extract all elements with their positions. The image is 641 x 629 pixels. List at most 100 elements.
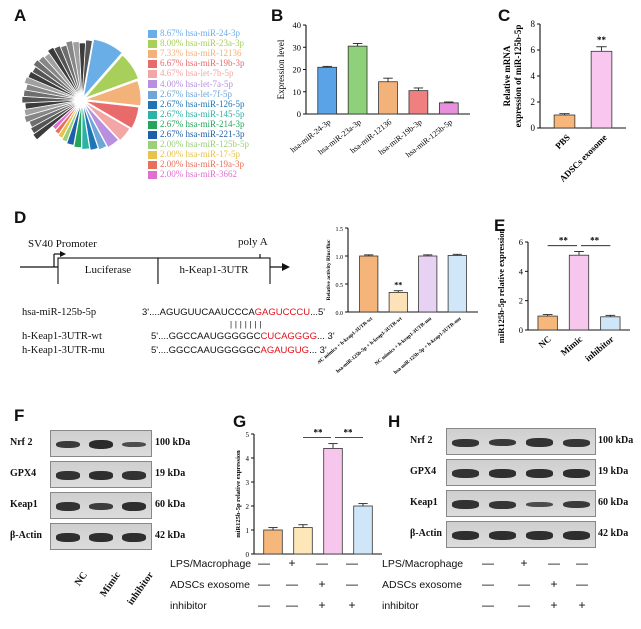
blot-band (563, 469, 590, 478)
legend-swatch (148, 100, 157, 109)
legend-label: 2.67% hsa-miR-214-3p (160, 118, 245, 129)
legend-swatch (148, 110, 157, 119)
condition-symbol: — (482, 577, 494, 591)
blot-lane-label: Mimic (98, 570, 124, 600)
pie-chart (21, 38, 142, 151)
blot-band (89, 471, 113, 480)
legend-swatch (148, 120, 157, 129)
bar (347, 45, 368, 115)
bar (323, 447, 343, 555)
blot-size-label: 100 kDa (598, 434, 634, 446)
condition-label: ADSCs exosome (382, 579, 462, 591)
panel-label-b: B (271, 6, 284, 25)
blot-protein-label: β-Actin (410, 527, 442, 539)
legend-label: 2.67% hsa-let-7f-5p (160, 88, 232, 99)
y-tick-label: 2 (519, 296, 523, 306)
pie-slice (85, 80, 142, 106)
legend-item: 4.67% hsa-let-7b-5p (148, 68, 233, 78)
pie-slice-other (65, 40, 82, 99)
pie-slice-other (32, 100, 81, 141)
blot-band (489, 469, 516, 478)
pie-slice (66, 103, 82, 146)
blot-band (122, 502, 147, 511)
blot-band (122, 441, 147, 448)
pie-slice (83, 103, 108, 150)
pie-slice (82, 103, 99, 151)
seq-wt: 5'....GGCCAAUGGGGGCCUCAGGGG... 3' (151, 331, 335, 342)
panel-label-g: G (233, 412, 247, 431)
blot-band (89, 502, 113, 511)
pie-slice-other (24, 76, 81, 100)
blot-protein-label: Keap1 (10, 498, 38, 510)
bar (590, 50, 613, 129)
blot-size-label: 60 kDa (598, 496, 629, 508)
legend-label: 2.67% hsa-miR-126-5p (160, 98, 245, 109)
pie-slice (84, 102, 131, 141)
pie-slice (57, 103, 81, 139)
y-tick-label: 20 (293, 65, 302, 75)
blot-band (489, 438, 516, 447)
seq-name-wt: h-Keap1-3UTR-wt (22, 331, 102, 342)
western-blot-f: Nrf 2 100 kDa GPX4 19 kDa Keap1 60 kDa β-Actin… (10, 428, 240, 607)
panel-label-c: C (498, 6, 511, 25)
blot-lane-label: NC (72, 570, 90, 589)
blot-band (452, 500, 479, 509)
legend-swatch (148, 40, 157, 49)
y-tick-label: 1.5 (336, 227, 344, 233)
pie-slice-other (23, 100, 81, 123)
y-tick-label: 6 (531, 45, 536, 55)
condition-symbol: — (482, 598, 494, 612)
legend-swatch (148, 130, 157, 139)
pie-slice (52, 102, 80, 131)
pie-slice-other (27, 71, 81, 100)
y-tick-label: 0 (531, 123, 536, 133)
blot-band (89, 533, 113, 542)
pie-slice (84, 103, 119, 148)
pie-slice-other (23, 100, 81, 117)
bar (317, 66, 338, 115)
y-axis-label: Relative activity Rluc/fluc (326, 239, 332, 300)
bar-chart-g: 0 1 2 3 4 5 miR125b-5p relative expression ** ** (235, 428, 382, 559)
blot-protein-label: Keap1 (410, 496, 438, 508)
condition-label: inhibitor (170, 600, 207, 612)
blot-protein-label: Nrf 2 (10, 436, 33, 448)
blot-strip (446, 521, 596, 548)
bar (408, 90, 429, 115)
legend-swatch (148, 90, 157, 99)
condition-symbol: + (348, 598, 356, 612)
blot-strip (50, 430, 152, 457)
legend-label: 2.00% hsa-miR-3662 (160, 169, 237, 180)
blot-band (55, 440, 80, 449)
pie-slice (73, 103, 82, 148)
blot-strip (50, 461, 152, 488)
blot-size-label: 19 kDa (598, 465, 629, 477)
blot-size-label: 60 kDa (155, 498, 186, 510)
y-axis-label: expression of miR-125b-5p (513, 25, 523, 128)
pie-slice-other (38, 55, 81, 99)
significance-mark: ** (559, 236, 569, 246)
y-tick-label: 0 (246, 551, 250, 559)
legend-label: 2.00% hsa-miR-125b-5p (160, 139, 249, 150)
blot-band (526, 469, 553, 478)
legend-item: 2.67% hsa-let-7f-5p (148, 89, 232, 99)
pie-slice (54, 102, 80, 135)
bar (447, 255, 467, 313)
legend-swatch (148, 80, 157, 89)
condition-symbol: + (550, 577, 558, 591)
blot-band (89, 439, 113, 450)
pie-slice (85, 100, 139, 129)
panel-label-d: D (14, 208, 27, 227)
legend-item: 2.67% hsa-miR-145-5p (148, 109, 245, 119)
blot-band (122, 533, 147, 542)
legend-item: 2.00% hsa-miR-125b-5p (148, 139, 249, 149)
condition-symbol: + (288, 556, 296, 570)
legend-item: 2.00% hsa-miR-3662 (148, 169, 237, 179)
blot-protein-label: Nrf 2 (410, 434, 433, 446)
pie-slice (81, 103, 90, 150)
significance-mark: ** (314, 428, 324, 438)
y-tick-label: 3 (246, 479, 250, 487)
condition-symbol: — (286, 598, 298, 612)
condition-label: LPS/Macrophage (170, 558, 252, 570)
condition-symbol: — (576, 577, 588, 591)
